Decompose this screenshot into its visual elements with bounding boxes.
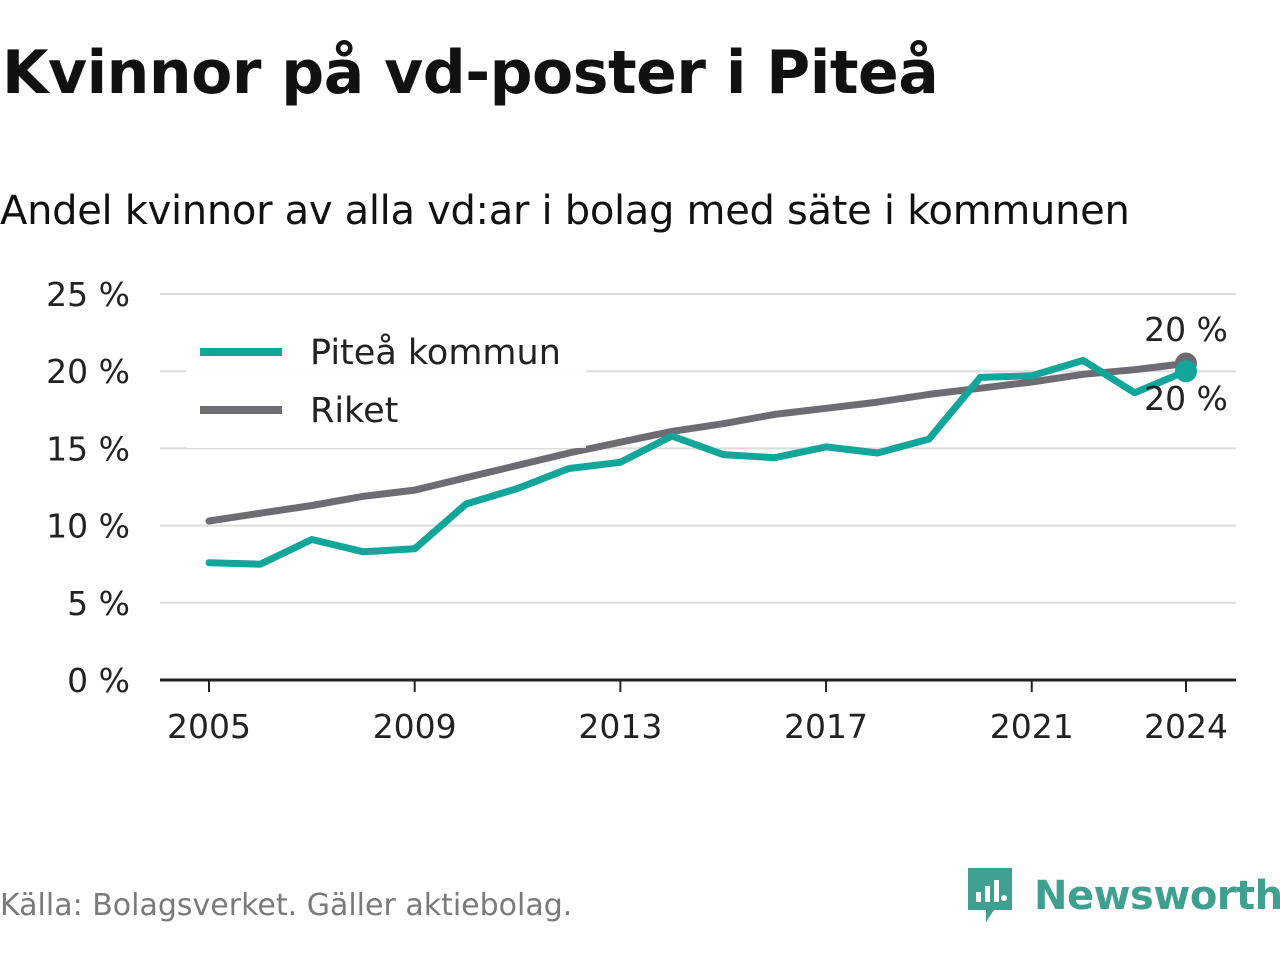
- y-tick-label: 25 %: [46, 275, 130, 314]
- legend-label: Piteå kommun: [310, 332, 561, 373]
- x-tick-label: 2009: [373, 707, 457, 746]
- x-tick-label: 2013: [578, 707, 662, 746]
- end-label-riket: 20 %: [1144, 310, 1228, 349]
- y-tick-label: 5 %: [67, 584, 130, 623]
- end-labels: 20 % 20 %: [1144, 310, 1228, 418]
- y-tick-label: 15 %: [46, 429, 130, 468]
- legend: Piteå kommun Riket: [186, 320, 586, 448]
- y-tick-label: 0 %: [67, 661, 130, 700]
- chart-title: Kvinnor på vd-poster i Piteå: [2, 38, 939, 108]
- chart-subtitle: Andel kvinnor av alla vd:ar i bolag med …: [0, 188, 1130, 234]
- x-tick-label: 2021: [990, 707, 1074, 746]
- legend-label: Riket: [310, 391, 398, 431]
- legend-background: [186, 320, 586, 448]
- series-end-marker: [1175, 360, 1197, 383]
- end-label-pitea: 20 %: [1144, 379, 1228, 418]
- x-tick-label: 2017: [784, 707, 868, 746]
- y-tick-label: 10 %: [46, 507, 130, 546]
- brand-name: Newsworthy: [1034, 873, 1280, 919]
- series-line-riket: [205, 360, 1190, 525]
- x-tick-label: 2024: [1144, 707, 1228, 746]
- series-lines: [205, 352, 1197, 568]
- x-tick-label: 2005: [167, 707, 251, 746]
- x-axis: 2005 2009 2013 2017 2021 2024: [160, 678, 1236, 746]
- source-note: Källa: Bolagsverket. Gäller aktiebolag.: [0, 888, 573, 923]
- y-axis-tick-labels: 0 % 5 % 10 % 15 % 20 % 25 %: [46, 275, 130, 700]
- brand-logo: Newsworthy: [964, 864, 1280, 928]
- y-tick-label: 20 %: [46, 352, 130, 391]
- newsworthy-logo-icon: [968, 868, 1012, 922]
- series-line-pitea: [205, 356, 1190, 568]
